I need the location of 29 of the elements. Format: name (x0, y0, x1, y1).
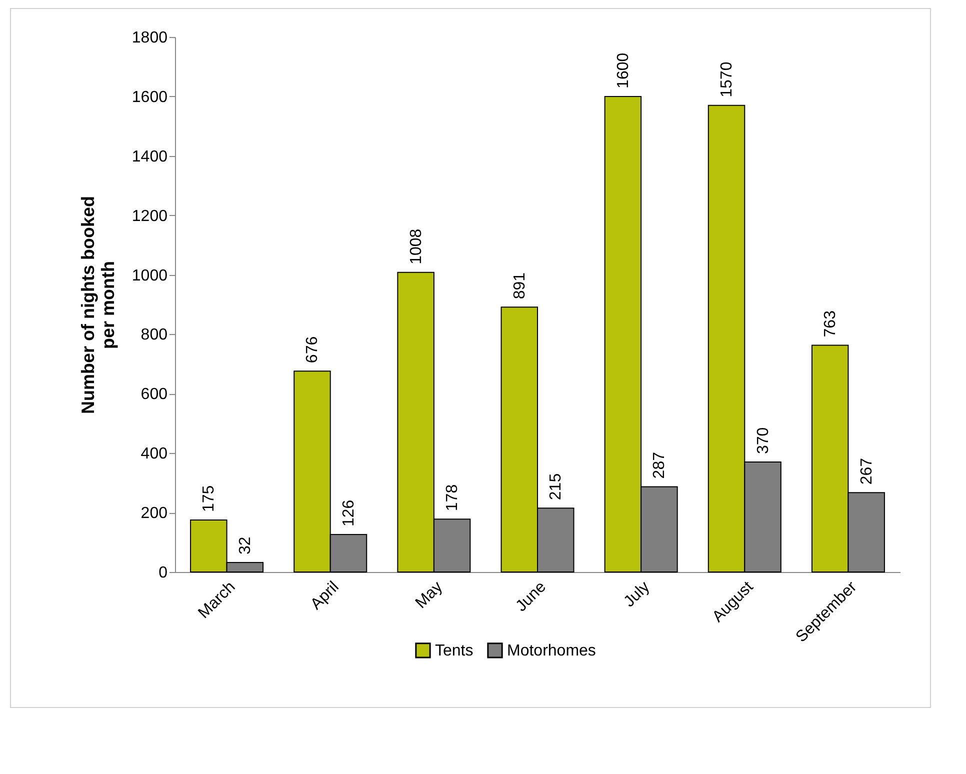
data-label: 891 (511, 272, 528, 300)
data-label: 676 (304, 336, 322, 364)
data-label: 32 (236, 536, 254, 554)
data-label: 1570 (718, 62, 736, 98)
y-tick-label: 1400 (132, 148, 168, 166)
legend-label: Tents (435, 642, 474, 660)
y-tick-label: 400 (140, 446, 168, 463)
y-tick-label: 1600 (132, 88, 168, 106)
data-label: 178 (444, 484, 462, 512)
y-tick-label: 1000 (132, 267, 168, 284)
data-label: 763 (822, 310, 840, 338)
y-tick-label: 200 (140, 505, 168, 522)
data-label: 287 (651, 452, 668, 479)
y-tick-label: 1200 (132, 208, 168, 225)
data-label: 267 (858, 458, 876, 485)
data-label: 175 (200, 485, 218, 512)
x-tick-label: July (620, 578, 654, 611)
y-axis-title: Number of nights booked per month (78, 196, 118, 414)
data-label: 215 (548, 473, 565, 500)
data-label: 126 (340, 500, 358, 527)
data-label: 1600 (614, 52, 632, 88)
legend-label: Motorhomes (507, 642, 596, 660)
y-tick-label: 1800 (132, 30, 168, 46)
x-tick-label: May (412, 578, 446, 612)
y-tick-label: 800 (140, 326, 168, 344)
data-label: 1008 (408, 228, 425, 264)
y-tick-label: 0 (158, 564, 168, 582)
data-label: 370 (754, 427, 772, 454)
y-tick-label: 600 (140, 386, 168, 404)
